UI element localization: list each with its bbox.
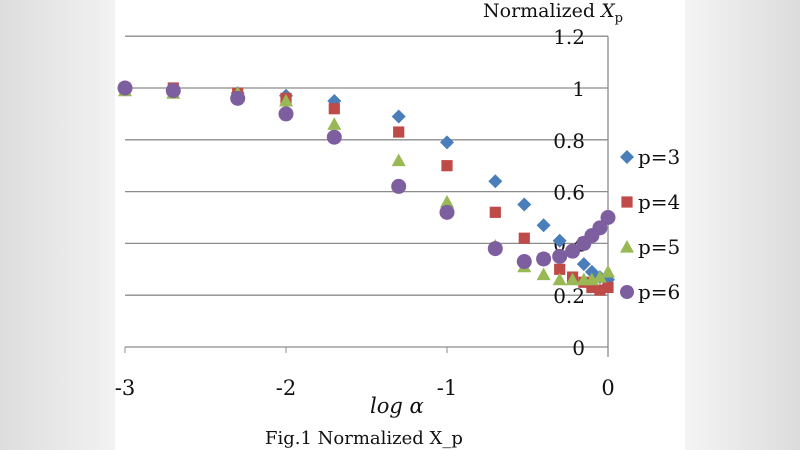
figure-caption: Fig.1 Normalized X_p bbox=[265, 428, 463, 449]
data-point-p=4 bbox=[554, 263, 566, 275]
data-point-p=3 bbox=[440, 135, 454, 150]
legend-label: p=6 bbox=[638, 280, 680, 304]
data-point-p=6 bbox=[592, 220, 608, 236]
data-point-p=3 bbox=[391, 109, 406, 124]
data-point-p=6 bbox=[278, 106, 294, 122]
y-tick-label: 0.6 bbox=[553, 181, 585, 205]
data-point-p=4 bbox=[518, 232, 530, 244]
x-tick-label: -2 bbox=[276, 376, 296, 400]
data-point-p=3 bbox=[517, 197, 532, 212]
y-tick-label: 0 bbox=[572, 336, 585, 360]
legend-marker-p=3 bbox=[620, 150, 634, 164]
data-point-p=5 bbox=[440, 194, 454, 208]
data-point-p=6 bbox=[600, 210, 616, 225]
chart-title: Normalized Xp bbox=[483, 0, 623, 26]
data-point-p=6 bbox=[565, 243, 581, 259]
data-point-p=5 bbox=[327, 117, 342, 130]
legend-marker-p=4 bbox=[621, 196, 633, 208]
data-point-p=6 bbox=[230, 90, 246, 106]
data-point-p=3 bbox=[536, 218, 551, 233]
data-point-p=6 bbox=[165, 83, 181, 99]
data-point-p=6 bbox=[117, 80, 133, 96]
x-tick-label: 0 bbox=[601, 376, 614, 400]
x-axis-label: log α bbox=[370, 394, 424, 418]
y-tick-label: 0.8 bbox=[553, 129, 585, 153]
data-point-p=4 bbox=[441, 160, 453, 172]
data-point-p=6 bbox=[326, 129, 342, 145]
data-point-p=6 bbox=[391, 178, 407, 194]
data-point-p=6 bbox=[552, 248, 568, 264]
data-point-p=3 bbox=[576, 257, 591, 272]
legend-label: p=4 bbox=[638, 190, 680, 214]
y-tick-label: 0.2 bbox=[553, 284, 585, 308]
data-point-p=5 bbox=[601, 264, 615, 278]
data-point-p=4 bbox=[393, 126, 405, 138]
y-tick-label: 1.2 bbox=[553, 25, 585, 49]
data-point-p=6 bbox=[439, 204, 455, 220]
data-point-p=3 bbox=[488, 174, 503, 189]
data-point-p=5 bbox=[565, 272, 580, 286]
legend-label: p=3 bbox=[638, 145, 680, 169]
legend-marker-p=5 bbox=[620, 240, 634, 253]
background-left bbox=[0, 0, 115, 450]
data-point-p=6 bbox=[536, 251, 552, 267]
data-point-p=4 bbox=[489, 206, 501, 218]
legend-label: p=5 bbox=[638, 235, 680, 259]
data-point-p=5 bbox=[279, 93, 293, 107]
x-tick-label: -3 bbox=[115, 376, 135, 400]
y-tick-label: 1 bbox=[572, 77, 585, 101]
legend-marker-p=6 bbox=[620, 285, 634, 299]
data-point-p=4 bbox=[328, 103, 340, 115]
data-point-p=5 bbox=[391, 153, 406, 167]
data-point-p=5 bbox=[552, 272, 567, 286]
data-point-p=3 bbox=[552, 233, 567, 248]
data-point-p=6 bbox=[516, 254, 532, 270]
data-point-p=4 bbox=[594, 284, 606, 296]
data-point-p=4 bbox=[586, 281, 598, 294]
background-right bbox=[685, 0, 800, 450]
data-point-p=5 bbox=[592, 270, 607, 283]
data-point-p=6 bbox=[487, 241, 503, 257]
chart-paper bbox=[115, 0, 685, 450]
data-point-p=4 bbox=[602, 281, 614, 294]
data-point-p=5 bbox=[536, 267, 551, 281]
x-tick-label: -1 bbox=[437, 376, 457, 400]
